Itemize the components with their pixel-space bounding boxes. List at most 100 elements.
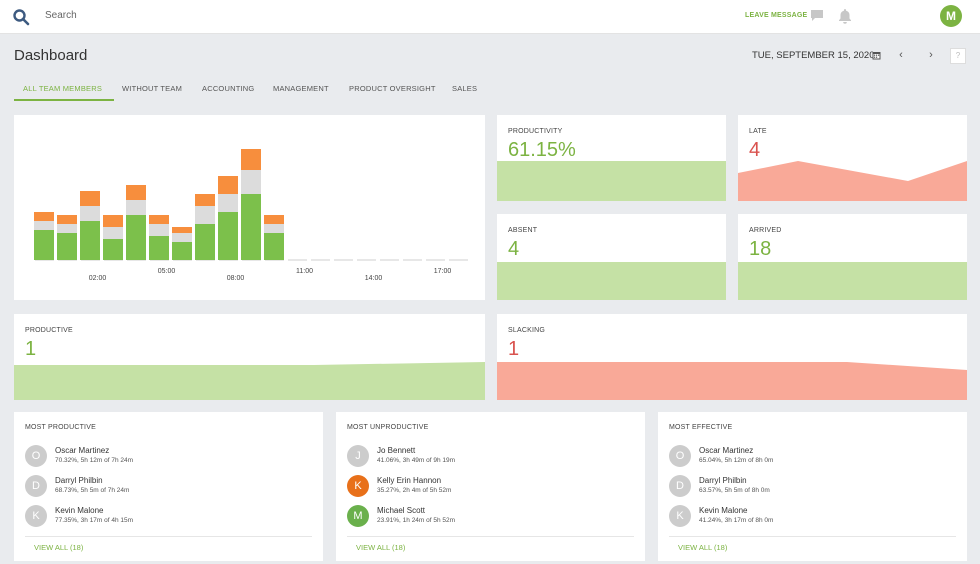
chart-bar-segment[interactable] [195, 206, 215, 224]
chart-bar-segment[interactable] [195, 224, 215, 260]
slacking-label: SLACKING [508, 327, 545, 334]
activity-chart: 02:00 05:00 08:00 11:00 14:00 17:00 [34, 149, 468, 282]
user-avatar[interactable]: M [940, 5, 962, 27]
person-stat: 65.04%, 5h 12m of 8h 0m [699, 457, 774, 464]
chart-bar-segment[interactable] [218, 176, 238, 194]
calendar-icon[interactable] [872, 51, 881, 60]
person-name: Kelly Erin Hannon [377, 476, 442, 485]
productive-label: PRODUCTIVE [25, 327, 73, 334]
chart-bar-segment[interactable] [34, 221, 54, 230]
chart-bar-segment[interactable] [126, 200, 146, 215]
chart-bar-segment[interactable] [57, 215, 77, 224]
view-all-link[interactable]: VIEW ALL (18) [678, 543, 728, 552]
most-unproductive-card: MOST UNPRODUCTIVE J Jo Bennett 41.06%, 3… [336, 412, 645, 561]
tab-all-team-members[interactable]: ALL TEAM MEMBERS [23, 84, 103, 93]
tab-sales[interactable]: SALES [452, 84, 478, 93]
person-stat: 23.91%, 1h 24m of 5h 52m [377, 517, 456, 524]
chart-bar-segment[interactable] [264, 215, 284, 224]
avatar: K [669, 505, 691, 527]
person-name: Darryl Philbin [55, 476, 103, 485]
avatar: J [347, 445, 369, 467]
chart-bar-segment[interactable] [126, 185, 146, 200]
avatar: D [669, 475, 691, 497]
chart-bar-segment[interactable] [80, 221, 100, 260]
top-bar: Search LEAVE MESSAGE M [0, 0, 980, 34]
current-date: TUE, SEPTEMBER 15, 2020 [752, 50, 875, 61]
x-tick-label: 11:00 [296, 268, 313, 275]
most-effective-title: MOST EFFECTIVE [669, 424, 733, 431]
chart-bar-segment[interactable] [149, 215, 169, 224]
search-input[interactable]: Search [45, 10, 77, 21]
person-stat: 63.57%, 5h 5m of 8h 0m [699, 487, 770, 494]
chart-bar-segment[interactable] [195, 194, 215, 206]
leave-message-button[interactable]: LEAVE MESSAGE [745, 12, 808, 19]
chat-icon[interactable] [810, 9, 824, 22]
tab-management[interactable]: MANAGEMENT [273, 84, 329, 93]
chart-bar-segment[interactable] [264, 233, 284, 260]
person-name: Oscar Martinez [699, 446, 754, 455]
absent-value: 4 [508, 238, 520, 260]
productive-value: 1 [25, 338, 37, 360]
x-tick-label: 14:00 [365, 275, 383, 282]
chart-bar-segment[interactable] [241, 149, 261, 170]
chart-bar-segment[interactable] [103, 239, 123, 260]
chart-bar-segment[interactable] [103, 227, 123, 239]
chart-bar-segment[interactable] [149, 224, 169, 236]
tab-product-oversight[interactable]: PRODUCT OVERSIGHT [349, 84, 436, 93]
avatar: K [347, 475, 369, 497]
chevron-left-icon[interactable]: ‹ [899, 49, 903, 61]
late-value: 4 [749, 139, 761, 161]
chart-bar-segment[interactable] [34, 230, 54, 260]
chart-bar-segment[interactable] [218, 212, 238, 260]
divider [347, 536, 634, 537]
tab-without-team[interactable]: WITHOUT TEAM [122, 84, 183, 93]
avatar: D [25, 475, 47, 497]
slacking-card[interactable]: SLACKING 1 [497, 314, 967, 400]
chart-bar-segment[interactable] [80, 206, 100, 221]
chart-bar-segment[interactable] [172, 227, 192, 233]
chart-bar-segment[interactable] [149, 236, 169, 260]
divider [669, 536, 956, 537]
help-button[interactable]: ? [950, 48, 966, 64]
person-stat: 77.35%, 3h 17m of 4h 15m [55, 517, 134, 524]
most-productive-title: MOST PRODUCTIVE [25, 424, 96, 431]
chart-bar-segment[interactable] [218, 194, 238, 212]
most-effective-card: MOST EFFECTIVE O Oscar Martinez 65.04%, … [658, 412, 967, 561]
productive-card[interactable]: PRODUCTIVE 1 [14, 314, 485, 400]
late-area [738, 161, 967, 201]
chart-bar-segment[interactable] [172, 242, 192, 260]
chart-bar-segment[interactable] [103, 215, 123, 227]
avatar: O [669, 445, 691, 467]
person-stat: 41.06%, 3h 49m of 9h 19m [377, 457, 456, 464]
late-card[interactable]: LATE 4 [738, 115, 967, 201]
arrived-card[interactable]: ARRIVED 18 [738, 214, 967, 300]
chart-bar-segment[interactable] [57, 224, 77, 233]
avatar: K [25, 505, 47, 527]
chart-bar-segment[interactable] [80, 191, 100, 206]
chart-bar-segment[interactable] [34, 212, 54, 221]
arrived-area [738, 262, 967, 300]
chart-bar-segment[interactable] [126, 215, 146, 260]
chart-bar-segment[interactable] [57, 233, 77, 260]
tab-accounting[interactable]: ACCOUNTING [202, 84, 255, 93]
person-stat: 41.24%, 3h 17m of 8h 0m [699, 517, 774, 524]
divider [25, 536, 312, 537]
absent-label: ABSENT [508, 227, 538, 234]
view-all-link[interactable]: VIEW ALL (18) [34, 543, 84, 552]
bell-icon[interactable] [838, 8, 852, 24]
person-name: Michael Scott [377, 506, 426, 515]
productivity-card[interactable]: PRODUCTIVITY 61.15% [497, 115, 726, 201]
person-name: Jo Bennett [377, 446, 416, 455]
most-productive-card: MOST PRODUCTIVE O Oscar Martinez 70.32%,… [14, 412, 323, 561]
chart-bar-segment[interactable] [264, 224, 284, 233]
chart-bar-segment[interactable] [172, 233, 192, 242]
view-all-link[interactable]: VIEW ALL (18) [356, 543, 406, 552]
slacking-area [497, 362, 967, 400]
search-icon[interactable] [12, 8, 30, 26]
person-stat: 35.27%, 2h 4m of 5h 52m [377, 487, 452, 494]
chart-bar-segment[interactable] [241, 170, 261, 194]
person-name: Kevin Malone [699, 506, 748, 515]
chart-bar-segment[interactable] [241, 194, 261, 260]
chevron-right-icon[interactable]: › [929, 49, 933, 61]
absent-card[interactable]: ABSENT 4 [497, 214, 726, 300]
